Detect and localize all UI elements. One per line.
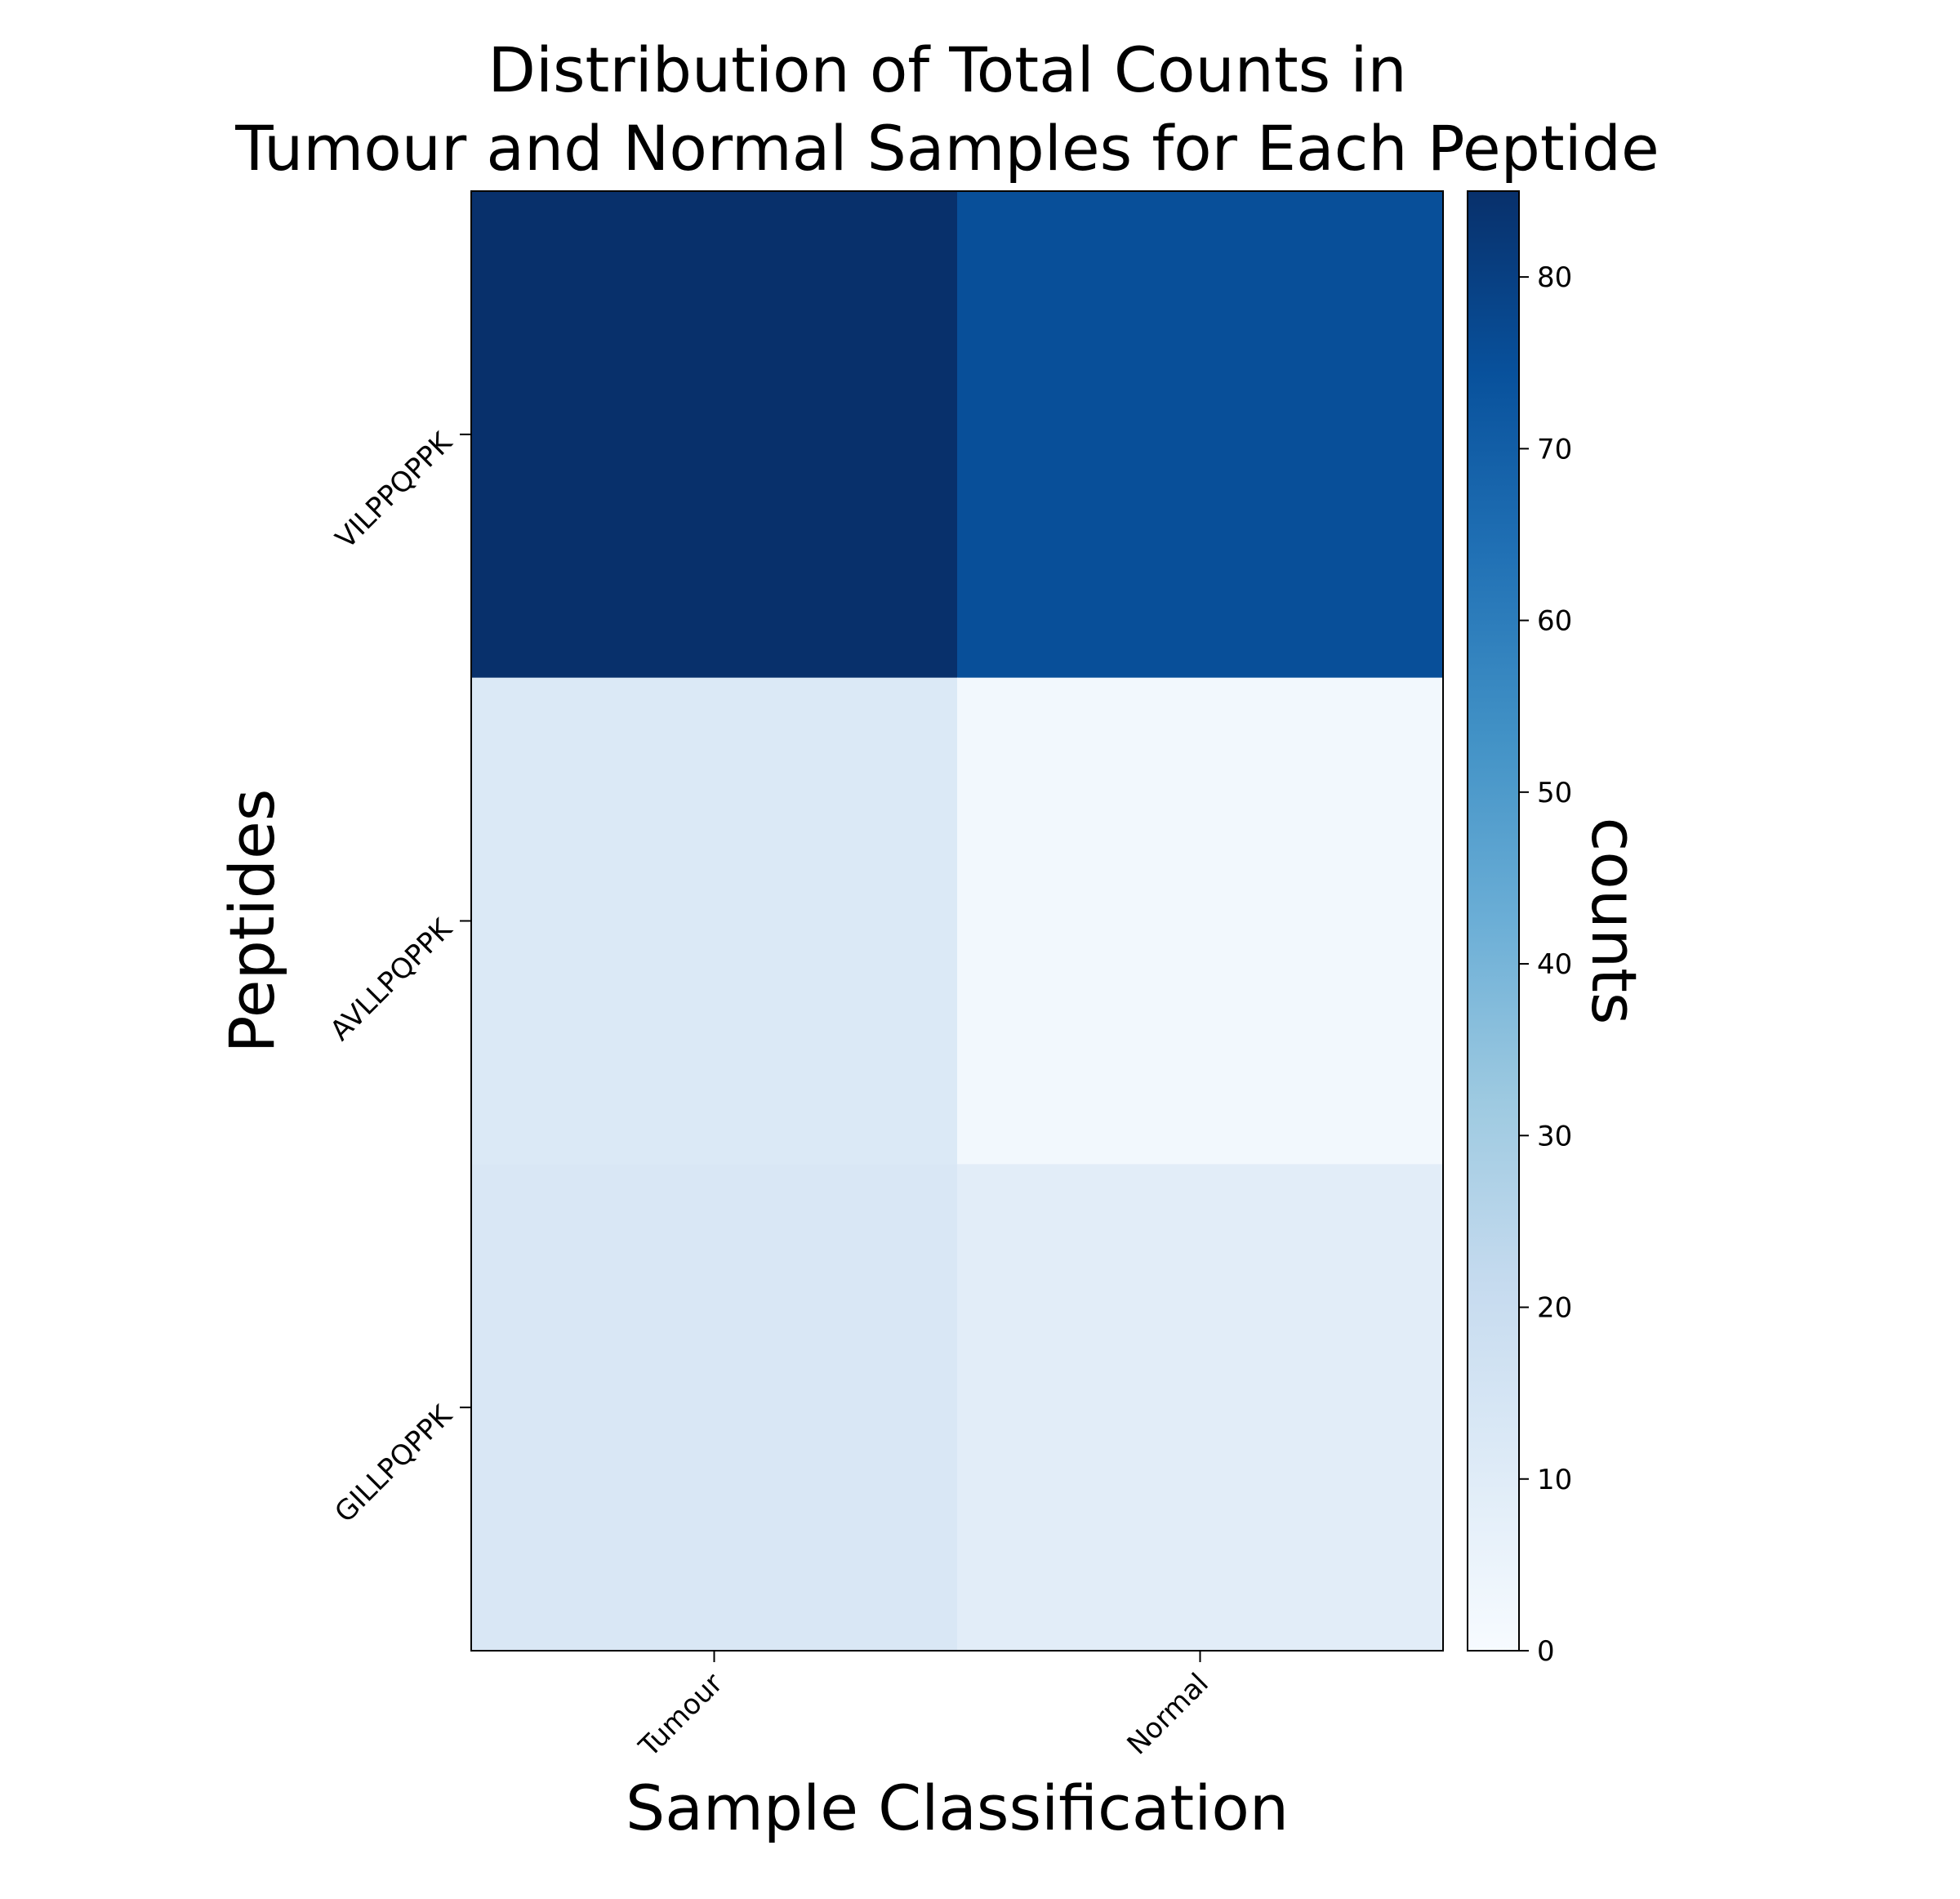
x-axis: Tumour Normal	[632, 1651, 1215, 1764]
colorbar	[1467, 190, 1520, 1652]
y-tick-label: GILLPQPPK	[328, 1398, 459, 1529]
colorbar-tick-label: 0	[1537, 1635, 1555, 1668]
y-tick-label: AVLLPQPPK	[324, 912, 460, 1047]
chart-title-line: Distribution of Total Counts in	[488, 33, 1406, 106]
colorbar-tick-label: 20	[1537, 1292, 1572, 1325]
heatmap-cell	[471, 191, 958, 679]
colorbar-ticks: 0 10 20 30 40 50 60 70 80	[1519, 261, 1572, 1668]
x-tick-label: Normal	[1121, 1667, 1215, 1761]
heatmap-cell	[957, 1164, 1444, 1652]
colorbar-tick-label: 10	[1537, 1464, 1572, 1496]
y-tick-label: VILPPQPPK	[329, 426, 459, 555]
colorbar-tick-label: 60	[1537, 605, 1572, 638]
x-tick-label: Tumour	[632, 1667, 729, 1764]
chart-title-line: Tumour and Normal Samples for Each Pepti…	[234, 112, 1659, 185]
heatmap-cells	[471, 191, 1444, 1652]
x-axis-label: Sample Classification	[626, 1772, 1289, 1844]
heatmap-cell	[471, 1164, 958, 1652]
heatmap-cell	[471, 677, 958, 1165]
y-axis: VILPPQPPK AVLLPQPPK GILLPQPPK	[324, 426, 471, 1529]
heatmap-cell	[957, 191, 1444, 679]
colorbar-tick-label: 30	[1537, 1120, 1572, 1152]
colorbar-tick-label: 80	[1537, 261, 1572, 294]
colorbar-label: counts	[1578, 817, 1650, 1024]
colorbar-tick-label: 50	[1537, 777, 1572, 809]
y-axis-label: Peptides	[216, 789, 288, 1054]
colorbar-tick-label: 40	[1537, 948, 1572, 981]
heatmap-cell	[957, 677, 1444, 1165]
colorbar-tick-label: 70	[1537, 433, 1572, 466]
